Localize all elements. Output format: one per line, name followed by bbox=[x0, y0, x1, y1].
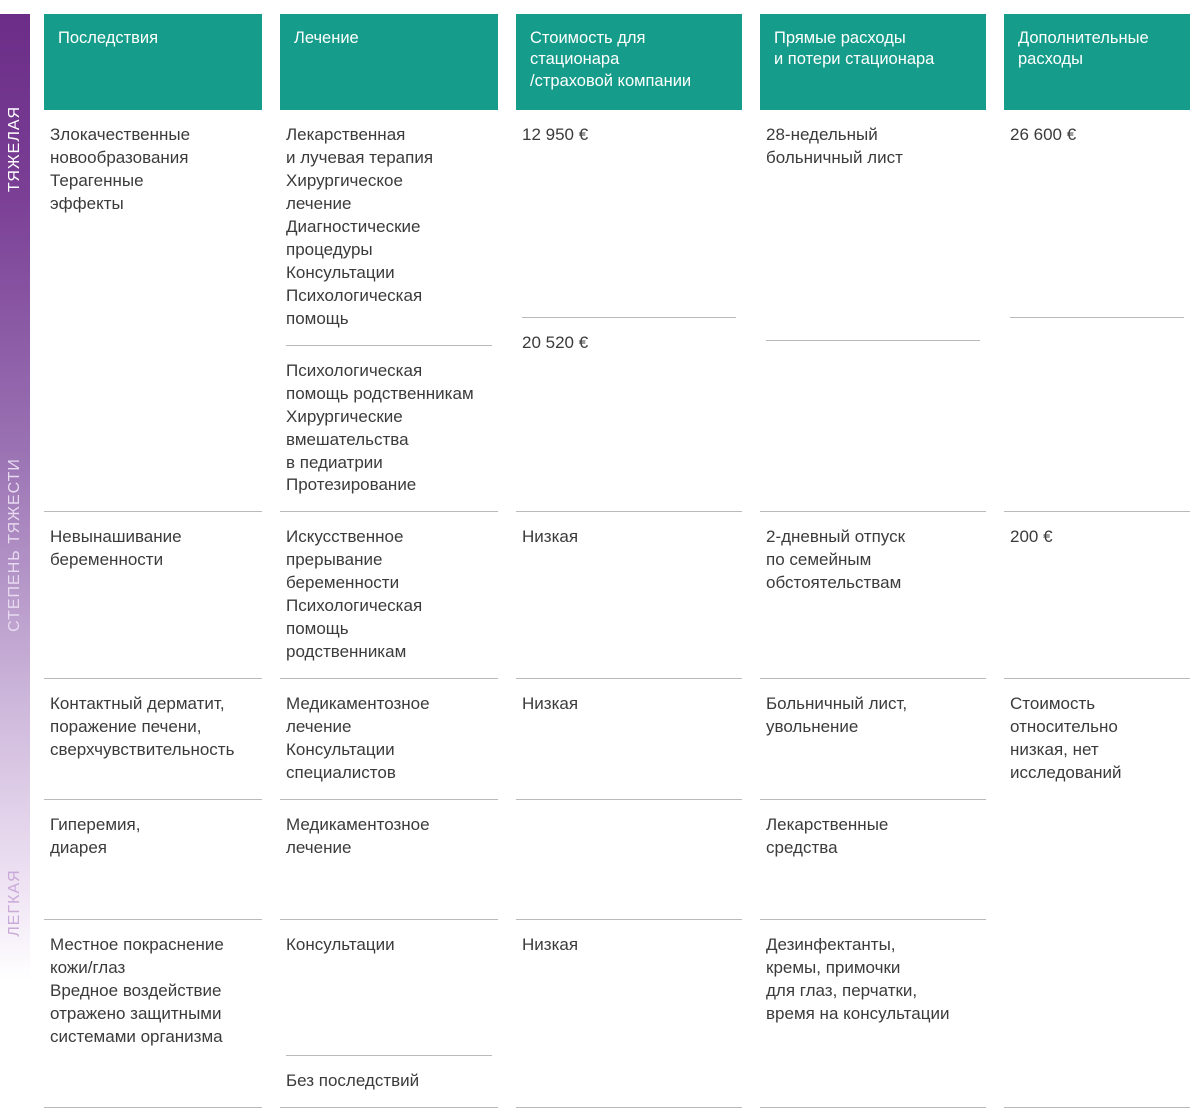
table-row: 12 950 € 20 520 € bbox=[516, 110, 742, 512]
col-header-treatment: Лечение bbox=[280, 14, 498, 110]
cell-text: Гиперемия, диарея bbox=[50, 814, 256, 860]
table-row: Местное покраснение кожи/глаз Вредное во… bbox=[44, 920, 262, 1108]
cell-text: 2-дневный отпуск по семейным обстоятельс… bbox=[766, 526, 980, 595]
table-row: 2-дневный отпуск по семейным обстоятельс… bbox=[760, 512, 986, 679]
table-row: 26 600 € bbox=[1004, 110, 1190, 512]
table-row: Медикаментозное лечение bbox=[280, 800, 498, 920]
cell-text: Стоимость относительно низкая, нет иссле… bbox=[1010, 693, 1184, 785]
severity-label-light: ЛЕГКАЯ bbox=[4, 869, 26, 936]
table-row: Низкая bbox=[516, 920, 742, 1108]
col-header-additional: Дополнительные расходы bbox=[1004, 14, 1190, 110]
table-row bbox=[516, 800, 742, 920]
table-row: Невынашивание беременности bbox=[44, 512, 262, 679]
table-row: Низкая bbox=[516, 512, 742, 679]
cell-text: 20 520 € bbox=[522, 332, 736, 355]
cell-text: Низкая bbox=[522, 693, 736, 716]
cell-text: 12 950 € bbox=[522, 124, 736, 147]
cell-text: Медикаментозное лечение Консультации спе… bbox=[286, 693, 492, 785]
severity-strip: ТЯЖЕЛАЯ СТЕПЕНЬ ТЯЖЕСТИ ЛЕГКАЯ bbox=[0, 14, 30, 980]
table-row: Консультации Без последствий bbox=[280, 920, 498, 1108]
page-root: ТЯЖЕЛАЯ СТЕПЕНЬ ТЯЖЕСТИ ЛЕГКАЯ Последств… bbox=[0, 0, 1200, 980]
table-row: Лекарственные средства bbox=[760, 800, 986, 920]
cell-text: Консультации bbox=[286, 934, 492, 957]
cell-text: Искусственное прерывание беременности Пс… bbox=[286, 526, 492, 664]
table-row: Больничный лист, увольнение bbox=[760, 679, 986, 800]
cell-text: Местное покраснение кожи/глаз Вредное во… bbox=[50, 934, 256, 1049]
cell-text: Медикаментозное лечение bbox=[286, 814, 492, 860]
table-area: Последствия Лечение Стоимость для стацио… bbox=[30, 0, 1200, 980]
data-table: Последствия Лечение Стоимость для стацио… bbox=[44, 14, 1190, 1108]
severity-label-severe: ТЯЖЕЛАЯ bbox=[4, 106, 26, 192]
cell-text: Низкая bbox=[522, 526, 736, 549]
table-row: Медикаментозное лечение Консультации спе… bbox=[280, 679, 498, 800]
table-row bbox=[1004, 800, 1190, 920]
cell-text: Психологическая помощь родственникам Хир… bbox=[286, 360, 492, 498]
table-row: 200 € bbox=[1004, 512, 1190, 679]
cell-text: Низкая bbox=[522, 934, 736, 957]
table-row: Дезинфектанты, кремы, примочки для глаз,… bbox=[760, 920, 986, 1108]
table-row: Лекарственная и лучевая терапия Хирургич… bbox=[280, 110, 498, 512]
table-row: Стоимость относительно низкая, нет иссле… bbox=[1004, 679, 1190, 800]
cell-text: Контактный дерматит, поражение печени, с… bbox=[50, 693, 256, 762]
table-row bbox=[1004, 920, 1190, 1108]
cell-text: 28-недельный больничный лист bbox=[766, 124, 980, 170]
col-header-direct: Прямые расходы и потери стационара bbox=[760, 14, 986, 110]
cell-text: Злокачественные новообразования Терагенн… bbox=[50, 124, 256, 216]
table-row: Низкая bbox=[516, 679, 742, 800]
table-row: Злокачественные новообразования Терагенн… bbox=[44, 110, 262, 512]
table-row: Искусственное прерывание беременности Пс… bbox=[280, 512, 498, 679]
table-row: 28-недельный больничный лист bbox=[760, 110, 986, 512]
cell-text: Невынашивание беременности bbox=[50, 526, 256, 572]
col-header-consequences: Последствия bbox=[44, 14, 262, 110]
col-header-cost: Стоимость для стационара /страховой комп… bbox=[516, 14, 742, 110]
cell-text: Лекарственные средства bbox=[766, 814, 980, 860]
cell-text: 26 600 € bbox=[1010, 124, 1184, 147]
cell-text: Больничный лист, увольнение bbox=[766, 693, 980, 739]
cell-text: 200 € bbox=[1010, 526, 1184, 549]
table-row: Контактный дерматит, поражение печени, с… bbox=[44, 679, 262, 800]
cell-text: Без последствий bbox=[286, 1070, 492, 1093]
severity-label-degree: СТЕПЕНЬ ТЯЖЕСТИ bbox=[4, 458, 26, 632]
cell-text: Лекарственная и лучевая терапия Хирургич… bbox=[286, 124, 492, 330]
table-row: Гиперемия, диарея bbox=[44, 800, 262, 920]
